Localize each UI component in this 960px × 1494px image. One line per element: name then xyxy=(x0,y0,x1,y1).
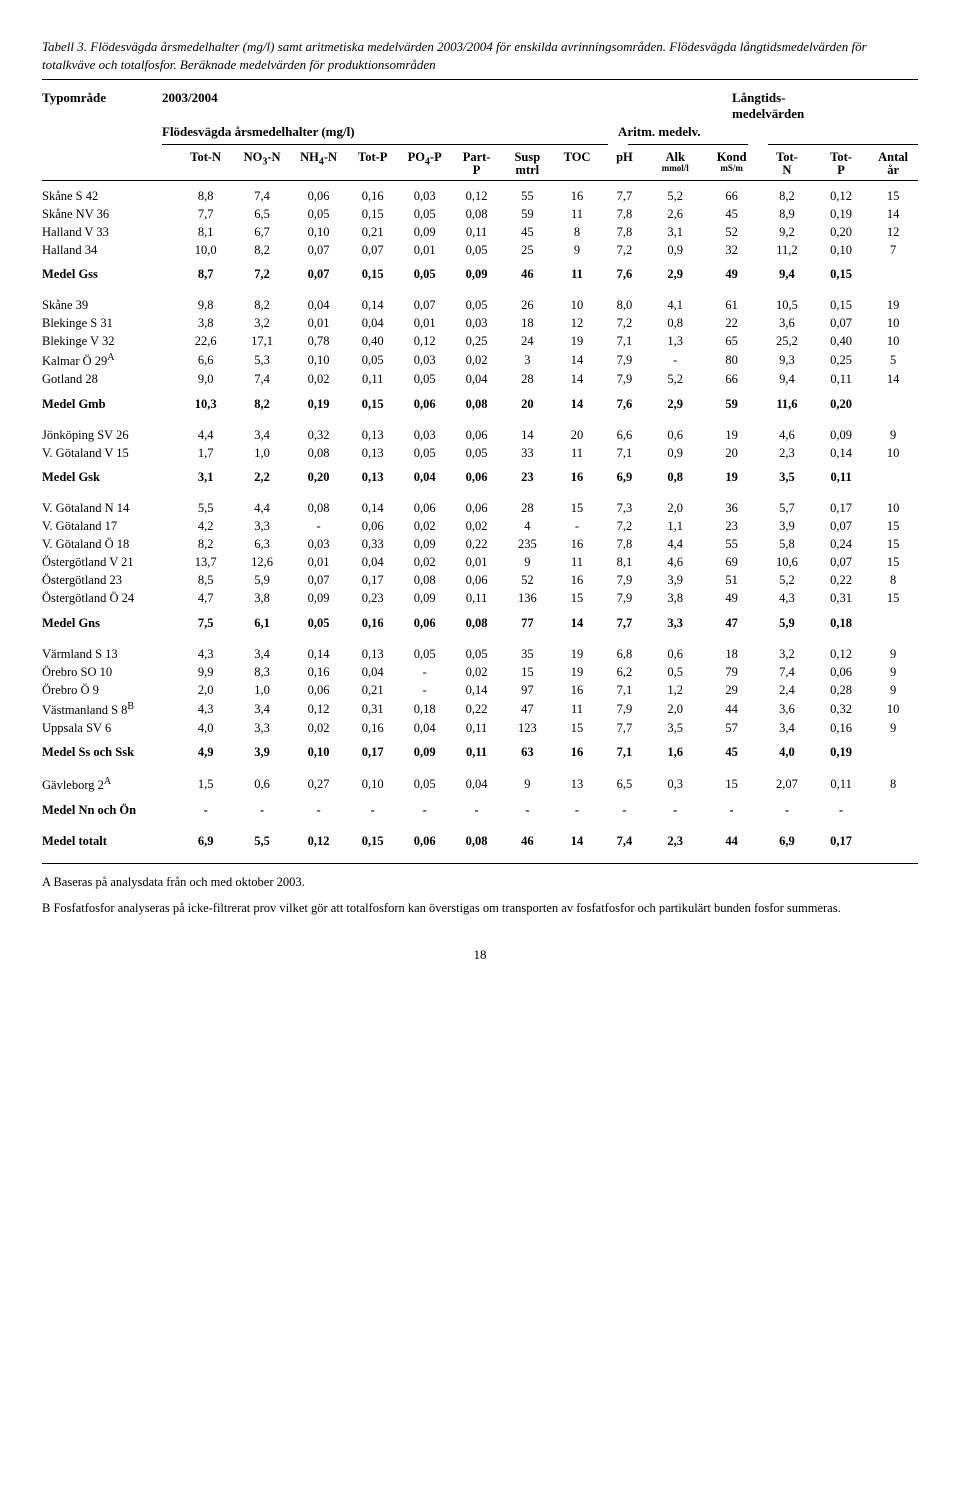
table-row: Gävleborg 2A1,50,60,270,100,050,049136,5… xyxy=(42,768,918,795)
summary-row: Medel Gmb10,38,20,190,150,060,0820147,62… xyxy=(42,389,918,420)
table-row: Örebro SO 109,98,30,160,04-0,0215196,20,… xyxy=(42,663,918,681)
top-rule xyxy=(42,79,918,80)
table-row: Skåne S 428,87,40,060,160,030,1255167,75… xyxy=(42,187,918,205)
header-block: Typområde 2003/2004 Långtids- medelvärde… xyxy=(42,84,918,145)
table-row: Skåne 399,88,20,040,140,070,0526108,04,1… xyxy=(42,290,918,315)
col-header: pH xyxy=(602,149,647,181)
table-row: Östergötland Ö 244,73,80,090,230,090,111… xyxy=(42,590,918,608)
table-row: Skåne NV 367,76,50,050,150,050,0859117,8… xyxy=(42,205,918,223)
table-row: Örebro Ö 92,01,00,060,21-0,1497167,11,22… xyxy=(42,681,918,699)
header-year: 2003/2004 xyxy=(162,90,732,122)
footnotes: A Baseras på analysdata från och med okt… xyxy=(42,874,918,917)
table-row: Värmland S 134,33,40,140,130,050,0535196… xyxy=(42,639,918,664)
summary-row: Medel Nn och Ön------------- xyxy=(42,795,918,826)
col-header: Alkmmol/l xyxy=(647,149,703,181)
footnote-a: A Baseras på analysdata från och med okt… xyxy=(42,874,918,892)
table-row: V. Götaland N 145,54,40,080,140,060,0628… xyxy=(42,493,918,518)
table-row: Gotland 289,07,40,020,110,050,0428147,95… xyxy=(42,371,918,389)
col-header: PO4-P xyxy=(399,149,451,181)
header-underlines xyxy=(42,144,918,145)
table-row: Östergötland 238,55,90,070,170,080,06521… xyxy=(42,572,918,590)
table-row: V. Götaland Ö 188,26,30,030,330,090,2223… xyxy=(42,536,918,554)
summary-row: Medel totalt6,95,50,120,150,060,0846147,… xyxy=(42,826,918,857)
table-row: Halland V 338,16,70,100,210,090,114587,8… xyxy=(42,223,918,241)
table-row: V. Götaland V 151,71,00,080,130,050,0533… xyxy=(42,444,918,462)
col-header: Antalår xyxy=(868,149,918,181)
summary-row: Medel Gss8,77,20,070,150,050,0946117,62,… xyxy=(42,259,918,290)
summary-row: Medel Gns7,56,10,050,160,060,0877147,73,… xyxy=(42,608,918,639)
col-header: Tot-P xyxy=(814,149,868,181)
table-row: Jönköping SV 264,43,40,320,130,030,06142… xyxy=(42,420,918,445)
col-header: NH4-N xyxy=(290,149,346,181)
col-header: Part-P xyxy=(451,149,503,181)
col-header: Tot-P xyxy=(347,149,399,181)
col-header: Tot-N xyxy=(177,149,233,181)
col-header: TOC xyxy=(552,149,602,181)
summary-row: Medel Gsk3,12,20,200,130,040,0623166,90,… xyxy=(42,462,918,493)
bottom-rule xyxy=(42,863,918,864)
table-caption: Tabell 3. Flödesvägda årsmedelhalter (mg… xyxy=(42,38,918,73)
header-long: Långtids- medelvärden xyxy=(732,90,902,122)
table-row: V. Götaland 174,23,3-0,060,020,024-7,21,… xyxy=(42,518,918,536)
data-table: Tot-NNO3-NNH4-NTot-PPO4-PPart-PSuspmtrlT… xyxy=(42,149,918,857)
header-arit: Aritm. medelv. xyxy=(618,124,758,140)
page-number: 18 xyxy=(42,947,918,963)
column-headers: Tot-NNO3-NNH4-NTot-PPO4-PPart-PSuspmtrlT… xyxy=(42,149,918,181)
header-typomrade: Typområde xyxy=(42,90,162,122)
table-row: Östergötland V 2113,712,60,010,040,020,0… xyxy=(42,554,918,572)
col-header: NO3-N xyxy=(234,149,290,181)
table-row: Halland 3410,08,20,070,070,010,052597,20… xyxy=(42,241,918,259)
col-header: Suspmtrl xyxy=(503,149,553,181)
footnote-b: B Fosfatfosfor analyseras på icke-filtre… xyxy=(42,900,918,918)
header-flow: Flödesvägda årsmedelhalter (mg/l) xyxy=(42,124,618,140)
table-row: Kalmar Ö 29A6,65,30,100,050,030,023147,9… xyxy=(42,351,918,371)
table-row: Blekinge V 3222,617,10,780,400,120,25241… xyxy=(42,333,918,351)
table-row: Uppsala SV 64,03,30,020,160,040,11123157… xyxy=(42,719,918,737)
table-row: Västmanland S 8B4,33,40,120,310,180,2247… xyxy=(42,699,918,719)
table-row: Blekinge S 313,83,20,010,040,010,0318127… xyxy=(42,315,918,333)
col-header: KondmS/m xyxy=(703,149,759,181)
summary-row: Medel Ss och Ssk4,93,90,100,170,090,1163… xyxy=(42,737,918,768)
col-header: Tot-N xyxy=(760,149,814,181)
